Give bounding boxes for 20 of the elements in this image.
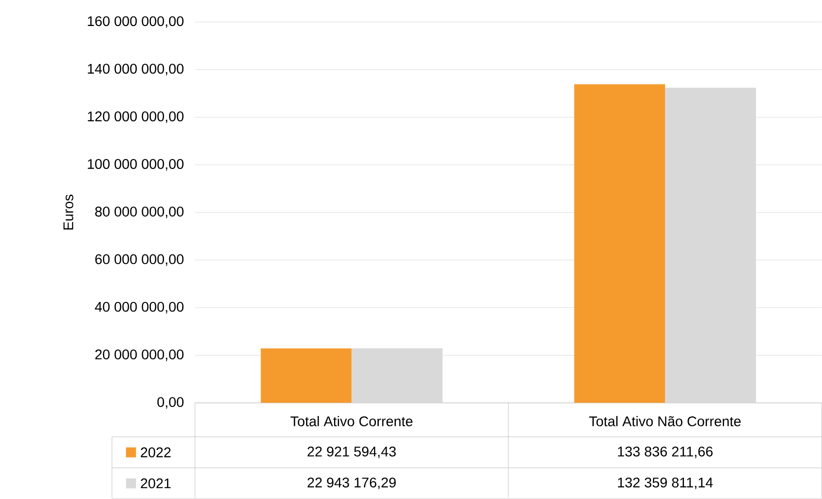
bar	[260, 348, 352, 403]
y-tick-label: 20 000 000,00	[95, 349, 184, 362]
data-label: 132 359 811,14	[618, 478, 713, 490]
y-tick-label: 120 000 000,00	[88, 111, 184, 123]
y-tick-label: 60 000 000,00	[95, 254, 184, 266]
legend-label: 2021	[140, 478, 171, 488]
x-tick-label: Total Ativo Corrente	[290, 416, 412, 426]
y-tick-label: 100 000 000,00	[88, 159, 184, 171]
y-tick-label: 80 000 000,00	[95, 206, 184, 218]
legend-label: 2022	[140, 447, 171, 458]
y-tick-label: 0,00	[157, 397, 184, 409]
y-tick-label: 140 000 000,00	[88, 64, 184, 76]
y-axis-title: Euros	[64, 194, 74, 230]
bar	[574, 84, 666, 403]
data-label: 22 943 176,29	[308, 478, 396, 490]
y-tick-label: 160 000 000,00	[88, 16, 184, 28]
y-tick-label: 40 000 000,00	[94, 302, 184, 314]
data-label: 133 836 211,66	[618, 446, 713, 458]
data-label: 22 921 594,43	[308, 446, 396, 458]
x-tick-label: Total Ativo Não Corrente	[589, 416, 741, 426]
